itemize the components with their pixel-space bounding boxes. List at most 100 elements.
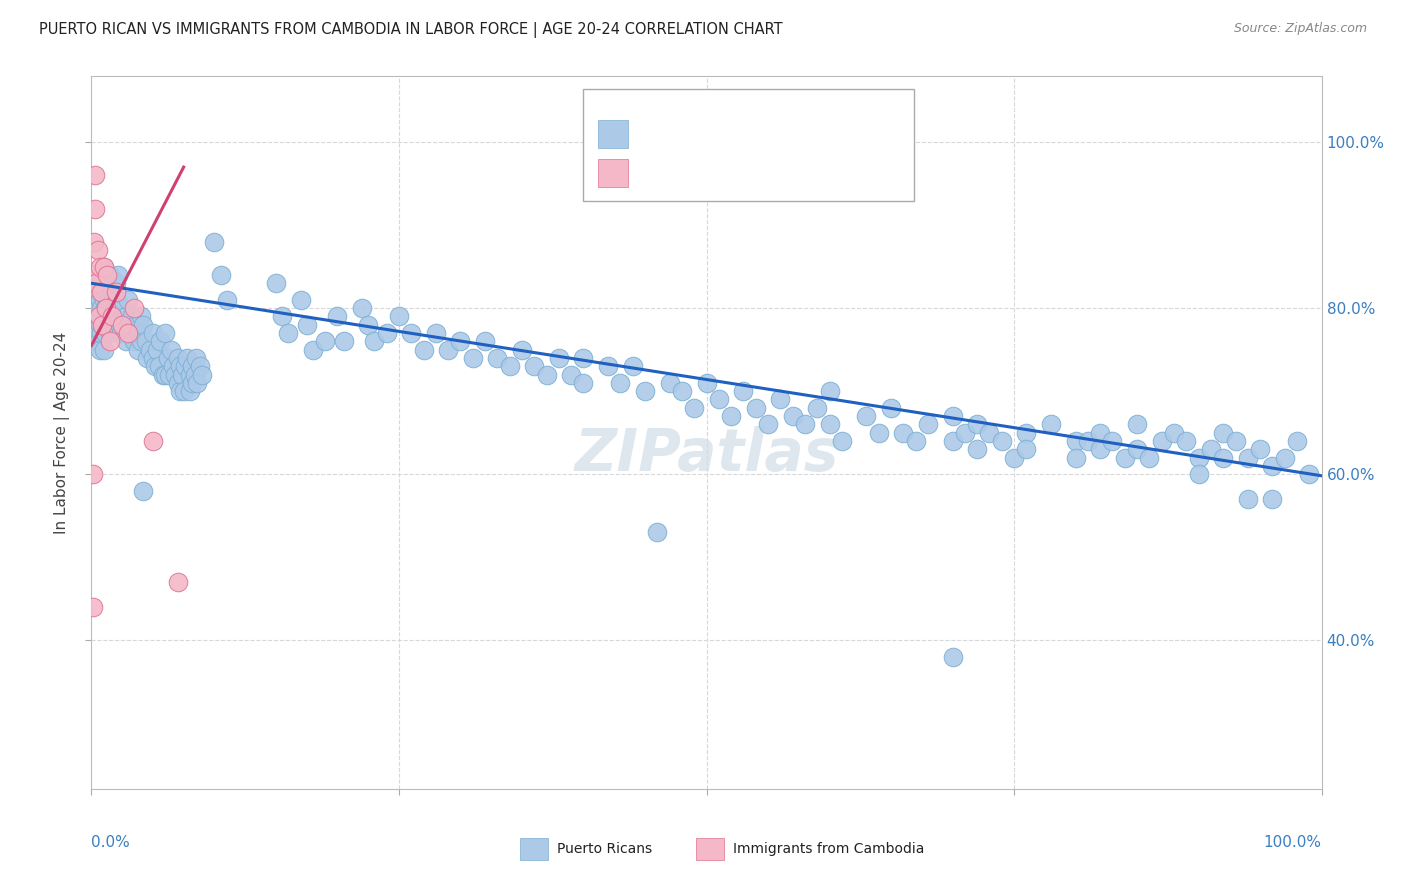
Point: [1274, 450, 1296, 465]
Point: [87, 334, 110, 349]
Point: [121, 310, 143, 324]
Point: [388, 310, 411, 324]
Point: [523, 359, 546, 374]
Point: [191, 368, 214, 382]
Point: [166, 376, 188, 390]
Point: [596, 359, 619, 374]
Point: [215, 293, 238, 307]
Point: [105, 285, 127, 299]
Point: [174, 359, 197, 374]
Point: [104, 301, 127, 315]
Point: [83, 285, 105, 299]
Point: [86, 243, 108, 257]
Point: [209, 268, 232, 282]
Point: [127, 343, 149, 357]
Point: [98, 326, 121, 340]
Text: Puerto Ricans: Puerto Ricans: [557, 842, 652, 856]
Point: [96, 310, 117, 324]
Point: [157, 368, 180, 382]
Point: [98, 268, 121, 282]
Point: [86, 277, 108, 291]
Point: [82, 467, 104, 482]
Point: [181, 359, 204, 374]
Point: [498, 359, 520, 374]
Point: [264, 277, 287, 291]
Point: [105, 293, 128, 307]
Point: [1002, 450, 1025, 465]
Point: [202, 235, 225, 249]
Point: [93, 260, 115, 274]
Text: -0.458: -0.458: [676, 127, 731, 141]
Point: [89, 268, 111, 282]
Point: [326, 310, 349, 324]
Point: [84, 310, 107, 324]
Point: [437, 343, 460, 357]
Point: [683, 401, 706, 415]
Point: [818, 384, 841, 398]
Point: [183, 368, 207, 382]
Point: [314, 334, 336, 349]
Point: [132, 318, 155, 332]
Point: [806, 401, 828, 415]
Point: [96, 318, 118, 332]
Point: [621, 359, 644, 374]
Point: [486, 351, 509, 365]
Point: [83, 235, 105, 249]
Point: [510, 343, 533, 357]
Point: [855, 409, 877, 423]
Point: [1163, 425, 1185, 440]
Point: [114, 310, 138, 324]
Point: [124, 318, 146, 332]
Point: [399, 326, 422, 340]
Point: [1212, 450, 1234, 465]
Point: [536, 368, 558, 382]
Point: [117, 326, 139, 340]
Point: [93, 343, 115, 357]
Text: 0.0%: 0.0%: [91, 836, 131, 850]
Point: [105, 277, 127, 291]
Point: [98, 301, 121, 315]
Point: [449, 334, 471, 349]
Point: [609, 376, 631, 390]
Point: [1212, 425, 1234, 440]
Point: [707, 392, 730, 407]
Point: [145, 359, 166, 374]
Point: [941, 434, 963, 448]
Point: [332, 334, 354, 349]
Point: [148, 359, 170, 374]
Point: [1101, 434, 1123, 448]
Point: [129, 310, 152, 324]
Point: [547, 351, 569, 365]
Point: [1237, 491, 1260, 506]
Point: [1126, 417, 1149, 432]
Point: [89, 260, 111, 274]
Point: [94, 301, 117, 315]
Point: [990, 434, 1012, 448]
Point: [89, 293, 111, 307]
Point: [176, 351, 198, 365]
Text: R =: R =: [637, 165, 671, 180]
Point: [357, 318, 380, 332]
Point: [84, 202, 107, 216]
Point: [160, 343, 183, 357]
Point: [110, 326, 132, 340]
Point: [96, 301, 117, 315]
Point: [1064, 450, 1087, 465]
Point: [149, 334, 172, 349]
Point: [1249, 442, 1271, 457]
Point: [86, 301, 108, 315]
Point: [86, 318, 108, 332]
Point: [1261, 491, 1284, 506]
Point: [135, 334, 156, 349]
Point: [169, 384, 191, 398]
Point: [290, 293, 312, 307]
Point: [868, 425, 890, 440]
Point: [1175, 434, 1198, 448]
Point: [120, 326, 142, 340]
Point: [1126, 442, 1149, 457]
Point: [82, 599, 104, 614]
Point: [572, 376, 595, 390]
Point: [91, 310, 114, 324]
Point: [114, 334, 138, 349]
Point: [1114, 450, 1136, 465]
